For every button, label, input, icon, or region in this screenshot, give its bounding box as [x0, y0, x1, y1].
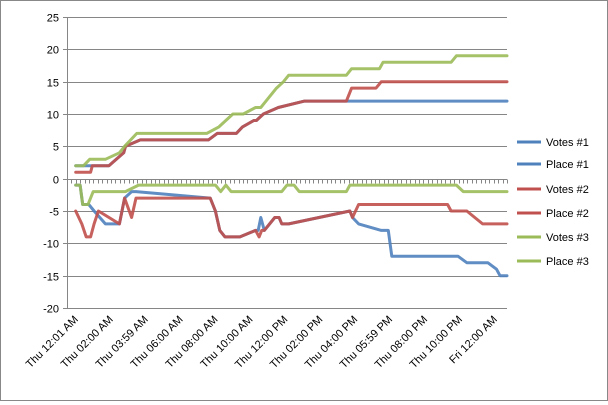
series-line-3 — [74, 80, 509, 174]
y-tick-label: -20 — [43, 304, 59, 316]
y-tick-label: 15 — [47, 78, 59, 90]
y-tick-label: -15 — [43, 272, 59, 284]
legend-label: Votes #1 — [546, 137, 589, 149]
y-tick-label: -10 — [43, 239, 59, 251]
series-line-6 — [74, 183, 509, 206]
series-line-4 — [74, 196, 509, 239]
legend-label: Votes #3 — [546, 232, 589, 244]
legend-label: Votes #2 — [546, 184, 589, 196]
y-tick-label: 20 — [47, 45, 59, 57]
series-line-5 — [74, 54, 509, 168]
legend: Votes #1 Place #1 Votes #2 Place #2 Votes #3… — [517, 137, 589, 268]
legend-label: Place #3 — [546, 256, 589, 268]
y-axis-tick-labels: 25 20 15 10 5 0 -5 -10 -15 -20 — [43, 13, 59, 316]
series-line-2 — [74, 183, 509, 278]
legend-label: Place #1 — [546, 159, 589, 171]
y-tick-label: 0 — [53, 175, 59, 187]
y-tick-label: 10 — [47, 110, 59, 122]
legend-label: Place #2 — [546, 208, 589, 220]
y-tick-label: 5 — [53, 142, 59, 154]
y-tick-label: -5 — [49, 207, 59, 219]
series-lines — [74, 54, 509, 278]
y-tick-label: 25 — [47, 13, 59, 25]
